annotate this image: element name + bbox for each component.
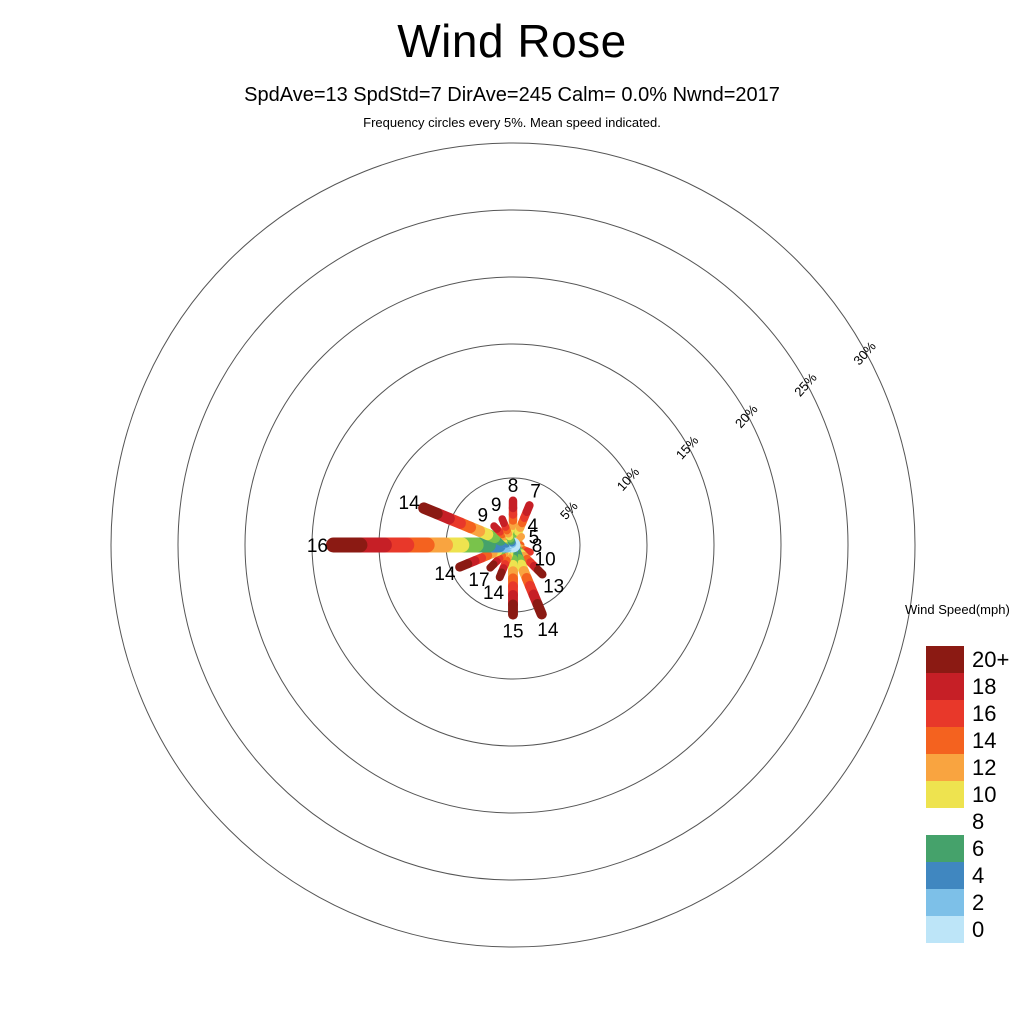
legend-swatch <box>926 889 964 916</box>
petal-segment <box>532 599 547 620</box>
petal-mean-speed-label: 7 <box>530 482 541 503</box>
petal-mean-speed-label: 8 <box>508 476 519 497</box>
summary-stats: SpdAve=13 SpdStd=7 DirAve=245 Calm= 0.0%… <box>244 84 780 106</box>
petal-mean-speed-label: 4 <box>528 516 539 537</box>
petal-mean-speed-label: 15 <box>502 622 523 643</box>
legend-swatch <box>926 754 964 781</box>
petal-segment <box>490 522 501 533</box>
legend-label: 18 <box>972 674 997 699</box>
chart-note: Frequency circles every 5%. Mean speed i… <box>363 115 661 130</box>
legend-swatch <box>926 808 964 835</box>
petal-mean-speed-label: 14 <box>537 620 559 641</box>
petal-segment <box>522 501 534 517</box>
petal-mean-speed-label: 9 <box>491 495 502 516</box>
petal-segment <box>533 565 547 579</box>
wind-petals <box>325 496 547 620</box>
petal-segment <box>495 568 506 582</box>
petal-mean-speed-label: 14 <box>399 493 421 514</box>
petal-mean-speed-label: 16 <box>307 536 328 557</box>
petal-mean-speed-label: 14 <box>483 583 505 604</box>
ring-label: 10% <box>614 464 643 494</box>
legend-label: 0 <box>972 917 985 942</box>
legend-label: 8 <box>972 809 985 834</box>
petal-segment <box>498 515 508 528</box>
legend-swatch <box>926 700 964 727</box>
legend-label: 10 <box>972 782 997 807</box>
legend-swatch <box>926 835 964 862</box>
legend-label: 4 <box>972 863 985 888</box>
legend-swatch <box>926 916 964 943</box>
frequency-rings <box>110 142 916 948</box>
legend-label: 6 <box>972 836 985 861</box>
petal-segment <box>523 547 534 556</box>
ring-label: 5% <box>557 498 581 522</box>
legend-swatch <box>926 727 964 754</box>
petal-mean-speed-label: 8 <box>532 536 543 557</box>
petal-mean-speed-label: 14 <box>434 564 456 585</box>
legend-label: 14 <box>972 728 997 753</box>
legend-label: 12 <box>972 755 997 780</box>
petal-segment <box>486 560 498 572</box>
frequency-ring <box>311 343 715 747</box>
frequency-ring <box>110 142 916 948</box>
legend-swatch <box>926 781 964 808</box>
frequency-ring <box>244 276 782 814</box>
petal-mean-speed-label: 5 <box>529 527 540 548</box>
page-title: Wind Rose <box>397 15 627 67</box>
ring-label: 20% <box>732 401 761 431</box>
petal-segment <box>455 559 473 572</box>
legend-label: 2 <box>972 890 985 915</box>
legend-label: 20+ <box>972 647 1010 672</box>
legend-label: 16 <box>972 701 997 726</box>
ring-label: 25% <box>791 370 820 400</box>
legend-swatch <box>926 862 964 889</box>
legend-swatch <box>926 646 964 673</box>
petal-mean-speed-label: 17 <box>468 570 489 591</box>
legend-title: Wind Speed(mph) <box>905 602 1010 617</box>
petal-mean-speed-label: 13 <box>543 577 564 598</box>
frequency-ring <box>177 209 849 881</box>
petal-mean-speed-label: 10 <box>535 549 556 570</box>
petal-mean-speed-label: 9 <box>477 506 488 527</box>
ring-label: 15% <box>673 433 702 463</box>
petal-segment <box>418 502 443 520</box>
petal-segment <box>516 532 526 542</box>
legend-swatch <box>926 673 964 700</box>
legend-colorbar: 20+ 18 16 14 12 10 8 6 4 2 0 <box>926 646 1024 943</box>
ring-label: 30% <box>850 338 879 368</box>
